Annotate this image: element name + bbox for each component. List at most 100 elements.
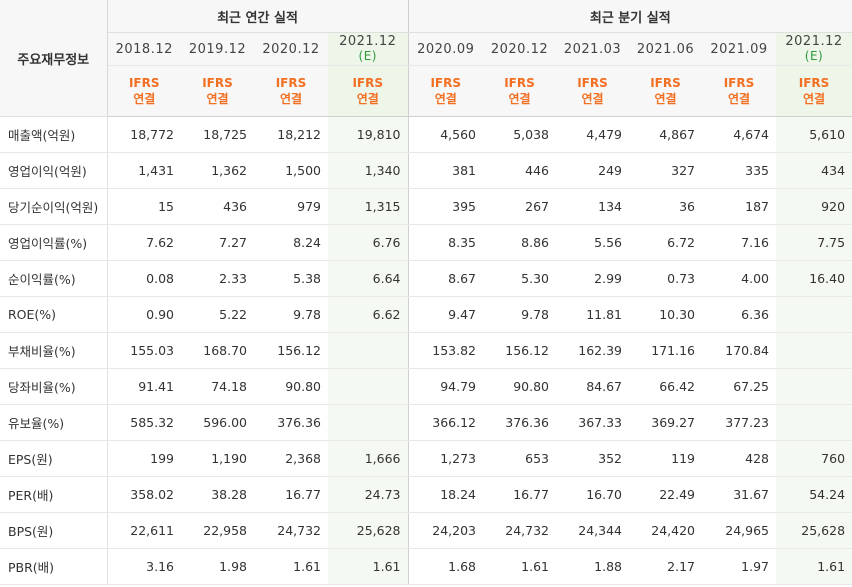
table-cell: 11.81 <box>556 296 629 333</box>
row-label: 당좌비율(%) <box>0 368 108 405</box>
table-cell: 170.84 <box>702 332 776 369</box>
table-cell: 5.30 <box>483 260 556 297</box>
table-cell: 2.17 <box>629 548 702 585</box>
accounting-standard: IFRS 연결 <box>776 65 852 117</box>
table-cell: 16.77 <box>483 476 556 513</box>
table-cell: 90.80 <box>483 368 556 405</box>
table-cell: 155.03 <box>107 332 181 369</box>
accounting-standard: IFRS 연결 <box>254 65 328 117</box>
standard-ifrs: IFRS <box>430 76 462 90</box>
table-cell: 24,732 <box>483 512 556 549</box>
table-cell: 249 <box>556 152 629 189</box>
table-cell: 25,628 <box>776 512 852 549</box>
table-cell: 4,867 <box>629 116 702 153</box>
row-label: 유보율(%) <box>0 404 108 441</box>
estimate-mark: (E) <box>804 49 824 63</box>
table-label: 주요재무정보 <box>0 0 108 117</box>
table-cell: 327 <box>629 152 702 189</box>
accounting-standard: IFRS 연결 <box>407 65 483 117</box>
standard-ifrs: IFRS <box>202 76 233 90</box>
table-cell: 436 <box>181 188 254 225</box>
table-cell: 1,500 <box>254 152 328 189</box>
row-label: BPS(원) <box>0 512 108 549</box>
table-cell: 66.42 <box>629 368 702 405</box>
accounting-standard: IFRS 연결 <box>483 65 556 117</box>
accounting-standard: IFRS 연결 <box>702 65 776 117</box>
table-cell: 84.67 <box>556 368 629 405</box>
table-row: PER(배) 358.02 38.28 16.77 24.73 18.24 16.77 16.… <box>0 476 852 513</box>
table-cell <box>776 332 852 369</box>
period-header: 2020.09 <box>407 32 483 66</box>
table-row: 영업이익(억원) 1,431 1,362 1,500 1,340 381 446 249 327… <box>0 152 852 189</box>
standard-ifrs: IFRS <box>128 76 160 90</box>
row-label: PBR(배) <box>0 548 108 585</box>
table-cell: 4,560 <box>407 116 483 153</box>
table-cell: 1,315 <box>328 188 408 225</box>
table-cell: 920 <box>776 188 852 225</box>
table-cell: 4,479 <box>556 116 629 153</box>
standard-ifrs: IFRS <box>577 76 608 90</box>
table-cell: 162.39 <box>556 332 629 369</box>
accounting-standard: IFRS 연결 <box>181 65 254 117</box>
accounting-standard: IFRS 연결 <box>328 65 408 117</box>
table-row: 영업이익률(%) 7.62 7.27 8.24 6.76 8.35 8.86 5.56 6.72… <box>0 224 852 261</box>
table-cell <box>776 296 852 333</box>
table-cell: 6.76 <box>328 224 408 261</box>
row-label: 매출액(억원) <box>0 116 108 153</box>
period-header: 2021.12 (E) <box>328 32 408 66</box>
quarterly-title: 최근 분기 실적 <box>407 0 852 33</box>
table-cell: 24,203 <box>407 512 483 549</box>
period-header: 2021.03 <box>556 32 629 66</box>
table-cell: 153.82 <box>407 332 483 369</box>
accounting-standard: IFRS 연결 <box>107 65 181 117</box>
table-cell: 8.35 <box>407 224 483 261</box>
table-cell: 31.67 <box>702 476 776 513</box>
table-cell: 0.73 <box>629 260 702 297</box>
table-cell: 381 <box>407 152 483 189</box>
period-date: 2021.12 <box>339 34 397 49</box>
table-cell: 267 <box>483 188 556 225</box>
table-cell: 4.00 <box>702 260 776 297</box>
table-cell: 434 <box>776 152 852 189</box>
table-cell: 1.97 <box>702 548 776 585</box>
table-cell: 335 <box>702 152 776 189</box>
standard-ifrs: IFRS <box>798 76 830 90</box>
standard-consolidated: 연결 <box>508 92 531 106</box>
table-cell: 18.24 <box>407 476 483 513</box>
table-cell: 446 <box>483 152 556 189</box>
accounting-standard: IFRS 연결 <box>629 65 702 117</box>
table-cell: 8.24 <box>254 224 328 261</box>
table-cell: 358.02 <box>107 476 181 513</box>
standard-consolidated: 연결 <box>581 92 604 106</box>
standard-consolidated: 연결 <box>356 92 379 106</box>
table-cell: 6.64 <box>328 260 408 297</box>
table-row: ROE(%) 0.90 5.22 9.78 6.62 9.47 9.78 11.81 10.30… <box>0 296 852 333</box>
table-cell: 376.36 <box>254 404 328 441</box>
table-cell: 18,725 <box>181 116 254 153</box>
table-cell: 10.30 <box>629 296 702 333</box>
table-cell: 1,273 <box>407 440 483 477</box>
table-cell: 5.38 <box>254 260 328 297</box>
table-cell: 395 <box>407 188 483 225</box>
table-cell: 377.23 <box>702 404 776 441</box>
table-cell: 2,368 <box>254 440 328 477</box>
table-row: 순이익률(%) 0.08 2.33 5.38 6.64 8.67 5.30 2.99 0.73 4… <box>0 260 852 297</box>
table-row: 당기순이익(억원) 15 436 979 1,315 395 267 134 36 187 920 <box>0 188 852 225</box>
period-header: 2019.12 <box>181 32 254 66</box>
table-cell: 1.61 <box>776 548 852 585</box>
period-header: 2020.12 <box>483 32 556 66</box>
period-date: 2020.12 <box>262 41 320 57</box>
standard-ifrs: IFRS <box>650 76 681 90</box>
row-label: 영업이익률(%) <box>0 224 108 261</box>
table-cell: 9.78 <box>483 296 556 333</box>
table-cell: 1.98 <box>181 548 254 585</box>
table-cell: 19,810 <box>328 116 408 153</box>
standard-consolidated: 연결 <box>206 92 229 106</box>
table-cell: 8.67 <box>407 260 483 297</box>
standard-consolidated: 연결 <box>802 92 826 106</box>
table-cell: 199 <box>107 440 181 477</box>
table-cell: 94.79 <box>407 368 483 405</box>
table-cell: 3.16 <box>107 548 181 585</box>
table-cell: 5.22 <box>181 296 254 333</box>
